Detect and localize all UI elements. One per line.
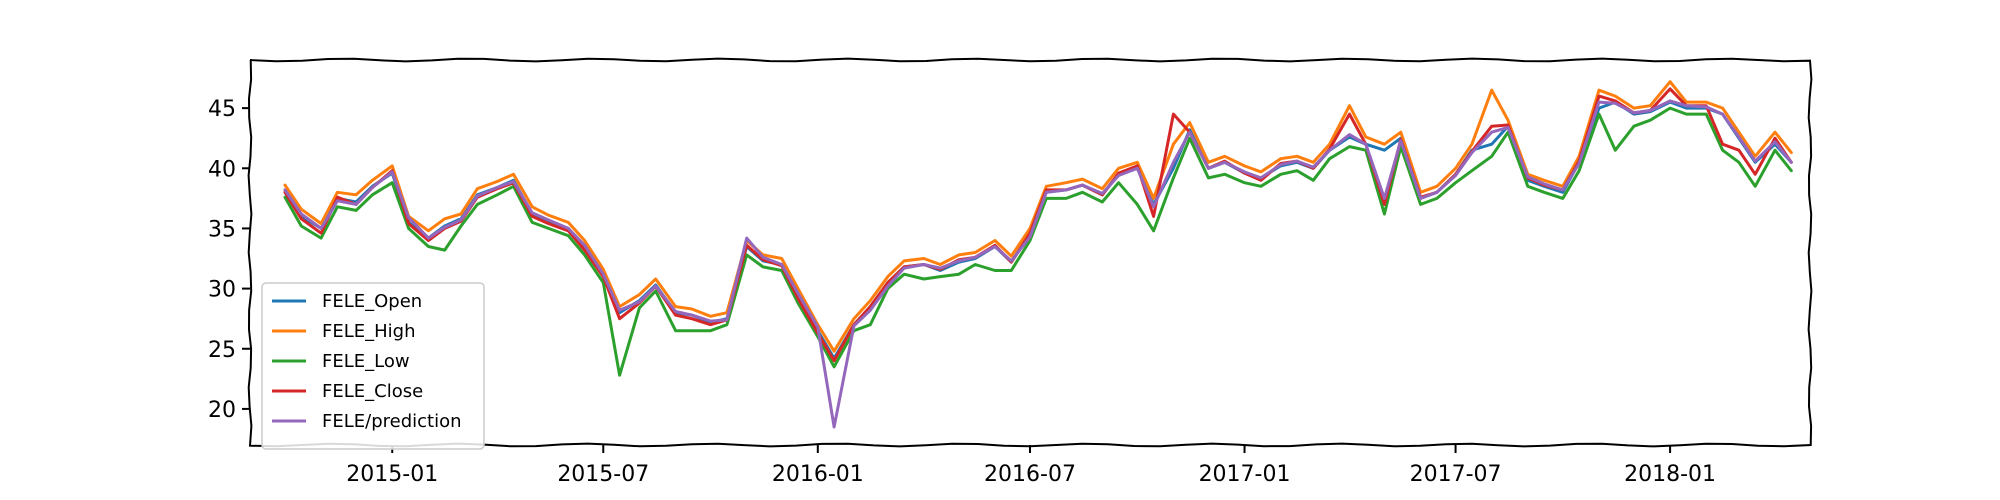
y-tick-label: 20 bbox=[208, 398, 236, 423]
legend: FELE_Open FELE_High FELE_Low FELE_Close FELE… bbox=[261, 282, 485, 450]
legend-label: FELE_High bbox=[322, 321, 416, 342]
y-tick-label: 25 bbox=[208, 338, 236, 363]
x-tick-label: 2016-01 bbox=[772, 462, 864, 487]
y-tick-label: 40 bbox=[208, 157, 236, 182]
x-axis-ticks: 2015-01 2015-07 2016-01 2016-07 2017-01 2017-… bbox=[346, 445, 1716, 487]
series-line-fele-prediction bbox=[283, 99, 1793, 429]
legend-label: FELE/prediction bbox=[322, 411, 462, 432]
x-tick-label: 2017-07 bbox=[1410, 462, 1502, 487]
legend-label: FELE_Close bbox=[322, 381, 423, 402]
legend-box bbox=[261, 282, 485, 450]
x-tick-label: 2016-07 bbox=[984, 462, 1076, 487]
y-tick-label: 45 bbox=[208, 97, 236, 122]
x-tick-label: 2015-01 bbox=[346, 462, 438, 487]
series-line-fele-low bbox=[283, 106, 1793, 377]
legend-label: FELE_Open bbox=[322, 291, 422, 312]
y-tick-label: 35 bbox=[208, 217, 236, 242]
y-tick-label: 30 bbox=[208, 278, 236, 303]
plot-lines bbox=[283, 80, 1793, 429]
legend-label: FELE_Low bbox=[322, 351, 410, 372]
x-tick-label: 2018-01 bbox=[1624, 462, 1716, 487]
x-tick-label: 2015-07 bbox=[557, 462, 649, 487]
x-tick-label: 2017-01 bbox=[1199, 462, 1291, 487]
y-axis-ticks: 20 25 30 35 40 45 bbox=[208, 97, 250, 423]
